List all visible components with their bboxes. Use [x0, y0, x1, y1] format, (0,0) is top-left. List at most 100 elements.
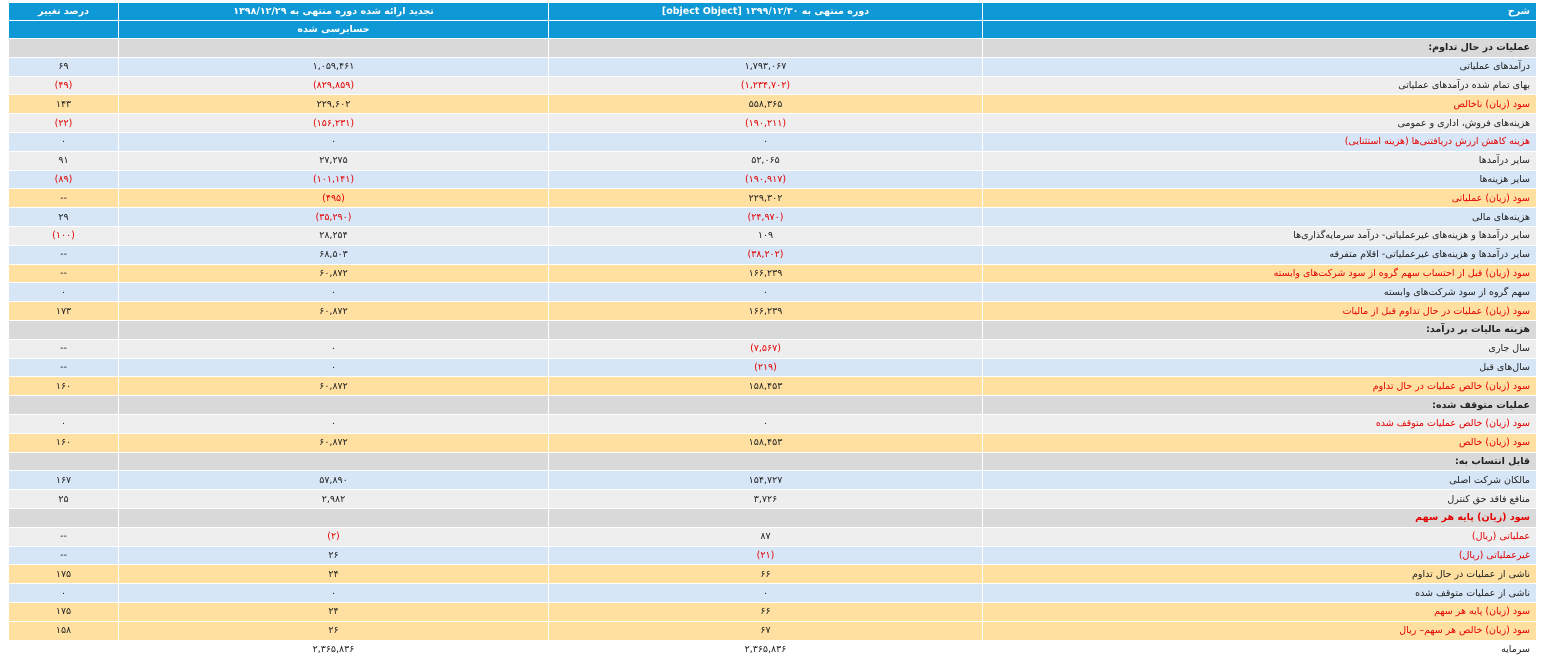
- header-sub-empty-2: [548, 20, 983, 39]
- row-current-value: ۸۷: [548, 526, 983, 547]
- row-description: قابل انتساب به:: [982, 451, 1537, 472]
- row-current-value: ۱۵۸,۴۵۳: [548, 432, 983, 453]
- row-current-value: ۰: [548, 413, 983, 434]
- table-row: سهم گروه از سود شرکت‌های وابسته ۰ ۰ ۰: [8, 282, 1537, 303]
- header-sub-empty-3: [8, 20, 119, 39]
- row-description: درآمدهای عملیاتی: [982, 56, 1537, 77]
- row-current-value: ۲۲۹,۳۰۲: [548, 188, 983, 209]
- row-change-value: (۸۹): [8, 169, 119, 190]
- header-prior-period: تجدید ارائه شده دوره منتهی به ۱۳۹۸/۱۲/۲۹: [118, 2, 549, 21]
- row-description: سود (زیان) خالص: [982, 432, 1537, 453]
- row-current-value: ۱۶۶,۲۳۹: [548, 301, 983, 321]
- row-change-value: ۶۹: [8, 56, 119, 77]
- table-row: بهای تمام شده درآمدهای عملیاتی (۱,۲۳۴,۷۰۲…: [8, 75, 1537, 96]
- row-description: سهم گروه از سود شرکت‌های وابسته: [982, 282, 1537, 303]
- row-change-value: [8, 451, 119, 472]
- row-change-value: --: [8, 526, 119, 547]
- row-change-value: (۱۰۰): [8, 225, 119, 246]
- row-prior-value: ۲۴: [118, 564, 549, 585]
- row-prior-value: ۰: [118, 131, 549, 152]
- row-prior-value: ۲۲۹,۶۰۲: [118, 94, 549, 115]
- row-prior-value: [118, 507, 549, 528]
- row-description: عملیات در حال تداوم:: [982, 38, 1537, 58]
- row-description: سایر درآمدها: [982, 150, 1537, 171]
- row-prior-value: ۲۸,۲۵۴: [118, 225, 549, 246]
- row-change-value: --: [8, 188, 119, 209]
- row-description: سال‌های قبل: [982, 357, 1537, 378]
- row-current-value: ۱۵۴,۷۲۷: [548, 470, 983, 491]
- row-description: سود (زیان) خالص هر سهم– ریال: [982, 620, 1537, 641]
- row-change-value: ۰: [8, 583, 119, 603]
- row-description: سود (زیان) خالص عملیات متوقف شده: [982, 413, 1537, 434]
- row-prior-value: ۶۰,۸۷۲: [118, 301, 549, 321]
- row-current-value: [548, 38, 983, 58]
- row-change-value: (۴۹): [8, 75, 119, 96]
- row-prior-value: ۶۰,۸۷۲: [118, 263, 549, 284]
- row-description: سود (زیان) عملیات در حال تداوم قبل از ما…: [982, 301, 1537, 321]
- row-prior-value: ۰: [118, 413, 549, 434]
- row-description: منافع فاقد حق کنترل: [982, 489, 1537, 509]
- row-prior-value: ۶۸,۵۰۳: [118, 244, 549, 265]
- row-change-value: ۱۵۸: [8, 620, 119, 641]
- row-description: مالکان شرکت اصلی: [982, 470, 1537, 491]
- row-description: ناشی از عملیات متوقف شده: [982, 583, 1537, 603]
- row-current-value: ۶۶: [548, 601, 983, 622]
- row-prior-value: ۶۰,۸۷۲: [118, 376, 549, 397]
- row-prior-value: ۲,۹۸۲: [118, 489, 549, 509]
- table-row: سال‌های قبل (۲۱۹) ۰ --: [8, 357, 1537, 378]
- row-prior-value: ۲,۳۶۵,۸۳۶: [118, 639, 549, 660]
- row-current-value: ۱۰۹: [548, 225, 983, 246]
- table-row: سود (زیان) خالص هر سهم– ریال ۶۷ ۲۶ ۱۵۸: [8, 620, 1537, 641]
- row-current-value: ۶۶: [548, 564, 983, 585]
- row-change-value: ۲۵: [8, 489, 119, 509]
- row-prior-value: ۶۰,۸۷۲: [118, 432, 549, 453]
- row-change-value: ۰: [8, 131, 119, 152]
- row-prior-value: (۴۹۵): [118, 188, 549, 209]
- income-statement-table: شرح دوره منتهی به ۱۳۹۹/۱۲/۳۰ [object Obj…: [8, 2, 1537, 660]
- row-prior-value: ۵۷,۸۹۰: [118, 470, 549, 491]
- row-current-value: ۱۶۶,۲۳۹: [548, 263, 983, 284]
- header-current-period: دوره منتهی به ۱۳۹۹/۱۲/۳۰ [object Object]: [548, 2, 983, 21]
- row-description: غیرعملیاتی (ریال): [982, 545, 1537, 566]
- row-description: بهای تمام شده درآمدهای عملیاتی: [982, 75, 1537, 96]
- table-row: عملیاتی (ریال) ۸۷ (۲) --: [8, 526, 1537, 547]
- row-description: هزینه مالیات بر درآمد:: [982, 319, 1537, 340]
- row-prior-value: [118, 38, 549, 58]
- row-description: هزینه کاهش ارزش دریافتنی‌ها (هزینه استثن…: [982, 131, 1537, 152]
- table-row: ناشی از عملیات در حال تداوم ۶۶ ۲۴ ۱۷۵: [8, 564, 1537, 585]
- section-row: قابل انتساب به:: [8, 451, 1537, 472]
- table-row: سود (زیان) خالص عملیات در حال تداوم ۱۵۸,۴…: [8, 376, 1537, 397]
- row-description: سود (زیان) خالص عملیات در حال تداوم: [982, 376, 1537, 397]
- header-subrow: حسابرسی شده: [8, 20, 1537, 39]
- row-change-value: ۱۴۳: [8, 94, 119, 115]
- row-current-value: ۲,۳۶۵,۸۳۶: [548, 639, 983, 660]
- row-prior-value: (۱۰۱,۱۴۱): [118, 169, 549, 190]
- row-change-value: --: [8, 244, 119, 265]
- row-current-value: (۲۴,۹۷۰): [548, 207, 983, 227]
- row-prior-value: ۱,۰۵۹,۴۶۱: [118, 56, 549, 77]
- table-row: سود (زیان) خالص ۱۵۸,۴۵۳ ۶۰,۸۷۲ ۱۶۰: [8, 432, 1537, 453]
- row-current-value: [548, 319, 983, 340]
- table-row: سایر هزینه‌ها (۱۹۰,۹۱۷) (۱۰۱,۱۴۱) (۸۹): [8, 169, 1537, 190]
- row-prior-value: ۰: [118, 338, 549, 359]
- row-prior-value: ۲۷,۲۷۵: [118, 150, 549, 171]
- row-prior-value: (۸۲۹,۸۵۹): [118, 75, 549, 96]
- row-change-value: [8, 319, 119, 340]
- row-prior-value: ۲۶: [118, 620, 549, 641]
- row-change-value: (۲۲): [8, 113, 119, 133]
- header-change-percent: درصد تغییر: [8, 2, 119, 21]
- row-description: سود (زیان) پایه هر سهم: [982, 507, 1537, 528]
- row-current-value: (۱۹۰,۲۱۱): [548, 113, 983, 133]
- row-change-value: ۰: [8, 413, 119, 434]
- row-prior-value: ۰: [118, 282, 549, 303]
- row-change-value: ۲۹: [8, 207, 119, 227]
- row-current-value: (۷,۵۶۷): [548, 338, 983, 359]
- row-description: سود (زیان) قبل از احتساب سهم گروه از سود…: [982, 263, 1537, 284]
- row-change-value: [8, 395, 119, 415]
- table-row: سود (زیان) عملیاتی ۲۲۹,۳۰۲ (۴۹۵) --: [8, 188, 1537, 209]
- row-change-value: ۱۶۷: [8, 470, 119, 491]
- row-change-value: ۹۱: [8, 150, 119, 171]
- row-current-value: ۰: [548, 282, 983, 303]
- table-row: سرمایه ۲,۳۶۵,۸۳۶ ۲,۳۶۵,۸۳۶: [8, 639, 1537, 660]
- row-prior-value: [118, 319, 549, 340]
